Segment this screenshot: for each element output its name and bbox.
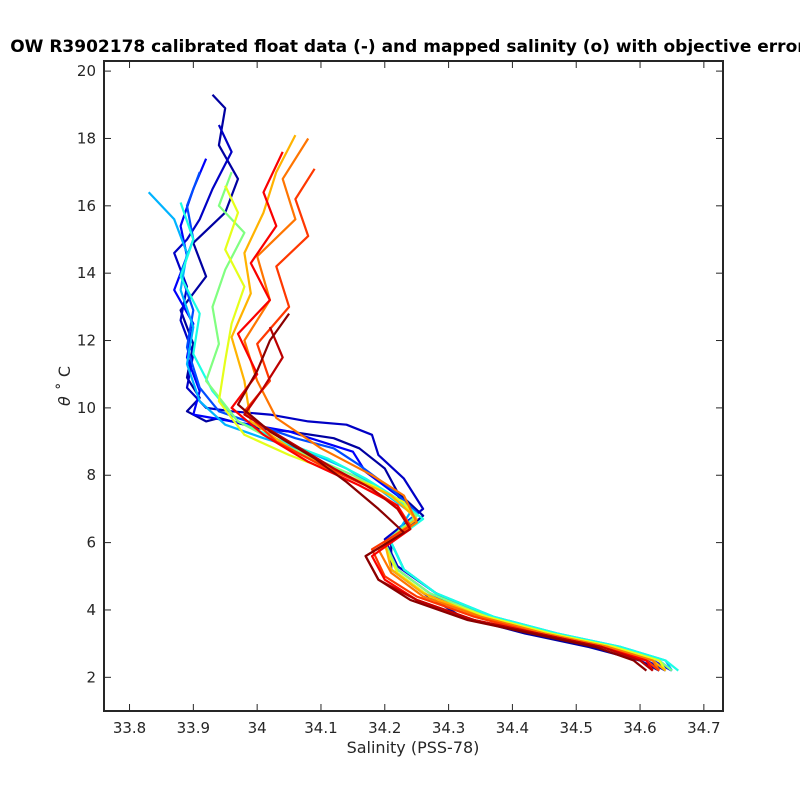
float-profile-line-14	[236, 312, 648, 672]
y-tick-label: 4	[86, 601, 96, 619]
x-tick-label: 34	[248, 719, 267, 737]
float-profile-line-6	[179, 202, 679, 672]
y-tick-label: 2	[86, 668, 96, 686]
y-tick-label: 12	[77, 332, 96, 350]
y-tick-label: 14	[77, 264, 96, 282]
x-tick-label: 33.9	[177, 719, 210, 737]
y-tick-label: 10	[77, 399, 96, 417]
x-axis-title: Salinity (PSS-78)	[347, 738, 480, 757]
plot-area	[104, 61, 723, 711]
y-axis-symbol: θ	[55, 396, 74, 406]
float-profile-line-10	[243, 137, 661, 672]
x-tick-label: 34.3	[432, 719, 465, 737]
x-tick-label: 34.4	[496, 719, 529, 737]
float-profile-line-8	[217, 185, 667, 672]
x-tick-label: 34.1	[304, 719, 337, 737]
y-axis-title: θ ˚ C	[55, 366, 74, 406]
x-tick-label: 33.8	[113, 719, 146, 737]
x-tick-label: 34.2	[368, 719, 401, 737]
y-tick-label: 18	[77, 129, 96, 147]
y-tick-label: 16	[77, 197, 96, 215]
y-tick-label: 6	[86, 534, 96, 552]
x-tick-label: 34.7	[687, 719, 720, 737]
series-layer	[147, 93, 679, 672]
y-tick-label: 8	[86, 466, 96, 484]
y-tick-label: 20	[77, 62, 96, 80]
y-axis-unit: ˚ C	[55, 366, 74, 390]
plot-frame	[103, 60, 724, 712]
float-profile-line-13	[243, 326, 654, 672]
x-tick-label: 34.5	[560, 719, 593, 737]
chart-title: OW R3902178 calibrated float data (-) an…	[10, 37, 800, 57]
x-tick-label: 34.6	[623, 719, 656, 737]
tick-layer: 33.8 33.9 34 34.1 34.2 34.3 34.4 34.5 34.6 34.7 2 4…	[77, 61, 723, 737]
